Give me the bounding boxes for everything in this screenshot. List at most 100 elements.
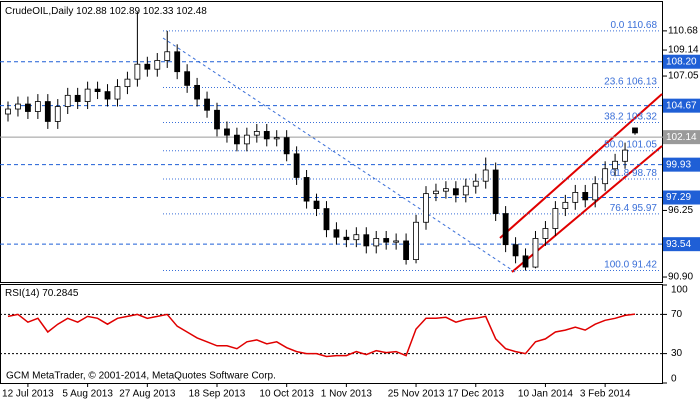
- candle-body: [522, 255, 529, 268]
- y-tick-label: 110.68: [668, 26, 698, 37]
- rsi-tick-label: 30: [671, 348, 683, 359]
- fib-level: 38.2: [604, 111, 624, 122]
- candle-body: [502, 213, 509, 246]
- level-label: 104.67: [666, 100, 697, 111]
- fib-price: 95.97: [632, 203, 657, 214]
- candle-body: [602, 168, 609, 185]
- candle-body: [343, 236, 350, 241]
- candle-body: [413, 221, 419, 260]
- level-label: 97.29: [666, 192, 691, 203]
- candle-body: [194, 84, 200, 100]
- y-tick-label: 90.90: [668, 272, 693, 283]
- candle-body: [263, 131, 270, 140]
- fib-label: 38.2 103.32: [604, 111, 657, 122]
- candle-body: [472, 180, 479, 187]
- x-tick-label: 18 Sep 2013: [189, 389, 246, 400]
- level-box: [663, 54, 700, 69]
- rsi-tick-label: 100: [671, 285, 688, 296]
- last-low: 102.33: [143, 6, 174, 17]
- candle-body: [34, 101, 41, 112]
- candle-body: [403, 240, 409, 261]
- x-tick-label: 25 Nov 2013: [388, 389, 445, 400]
- x-tick-label: 3 Feb 2014: [580, 389, 631, 400]
- candle-body: [164, 51, 171, 61]
- fib-label: 61.8 98.78: [610, 168, 658, 179]
- candle-body: [433, 190, 439, 195]
- y-tick-label: 107.05: [668, 71, 699, 82]
- y-tick-label: 96.25: [668, 205, 693, 216]
- fib-level: 76.4: [610, 203, 630, 214]
- symbol: CrudeOIL,Daily: [5, 6, 73, 17]
- rsi-name: RSI(14): [5, 288, 39, 299]
- candle-body: [184, 71, 191, 86]
- candle-body: [572, 191, 579, 203]
- fib-level: 0.0: [610, 20, 624, 31]
- footer: GCM MetaTrader, © 2001-2014, MetaQuotes …: [6, 371, 276, 382]
- fib-label: 76.4 95.97: [610, 203, 658, 214]
- candle-body: [363, 234, 370, 247]
- fib-price: 101.05: [626, 139, 657, 150]
- x-tick-label: 12 Jul 2013: [2, 389, 54, 400]
- rsi-panel: [0, 284, 663, 384]
- fib-label: 23.6 106.13: [604, 76, 657, 87]
- candle-body: [204, 98, 210, 111]
- level-box: [663, 157, 700, 172]
- fib-price: 110.68: [627, 20, 657, 31]
- level-label: 93.54: [666, 239, 691, 250]
- candle-body: [383, 238, 390, 243]
- candle-body: [144, 63, 151, 70]
- candle-body: [482, 169, 489, 182]
- candle-body: [74, 94, 81, 102]
- fib-label: 50.0 101.05: [604, 139, 657, 150]
- candle-body: [423, 193, 429, 223]
- x-tick-label: 27 Aug 2013: [119, 389, 176, 400]
- level-label: 99.93: [666, 159, 691, 170]
- level-box: [663, 190, 700, 205]
- x-tick-label: 10 Jan 2014: [518, 389, 573, 400]
- candle-body: [64, 94, 71, 107]
- candle-body: [542, 228, 549, 239]
- candle-body: [512, 244, 519, 257]
- candle-body: [532, 238, 539, 268]
- bid-box: [663, 130, 700, 145]
- fib-label: 0.0 110.68: [610, 20, 657, 31]
- level-box: [663, 237, 700, 252]
- candle-body: [582, 191, 589, 201]
- fib-label: 100.0 91.42: [604, 259, 657, 270]
- bid-label: 102.14: [666, 132, 697, 143]
- candle-body: [84, 88, 91, 102]
- rsi-current: 70.2845: [42, 288, 79, 299]
- rsi-line: [7, 313, 636, 358]
- candle-body: [283, 137, 290, 155]
- fib-level: 61.8: [610, 168, 630, 179]
- candle-body: [353, 234, 360, 241]
- candle-body: [492, 169, 499, 214]
- fib-price: 91.42: [632, 259, 657, 270]
- candle-body: [592, 183, 599, 201]
- candle-body: [114, 86, 121, 100]
- candle-body: [313, 200, 320, 209]
- candle-body: [452, 188, 459, 196]
- rsi-tick-label: 0: [671, 374, 677, 385]
- x-tick-label: 1 Nov 2013: [321, 389, 373, 400]
- candle-body: [25, 103, 31, 112]
- fib-price: 106.13: [626, 76, 657, 87]
- fib-price: 98.78: [632, 168, 657, 179]
- last-high: 102.89: [110, 6, 141, 17]
- candle-body: [323, 208, 330, 231]
- price-panel: [0, 1, 663, 283]
- candle-body: [94, 88, 101, 93]
- candle-body: [44, 101, 51, 122]
- x-tick-label: 17 Dec 2013: [447, 389, 504, 400]
- candle-body: [15, 103, 21, 110]
- candle-body: [174, 51, 181, 73]
- candle-body: [632, 127, 638, 134]
- candle-body: [303, 177, 310, 202]
- x-tick-label: 10 Oct 2013: [259, 389, 314, 400]
- candle-body: [234, 134, 240, 145]
- candle-body: [552, 208, 559, 229]
- fib-level: 50.0: [604, 139, 624, 150]
- rsi-tick-label: 70: [671, 309, 683, 320]
